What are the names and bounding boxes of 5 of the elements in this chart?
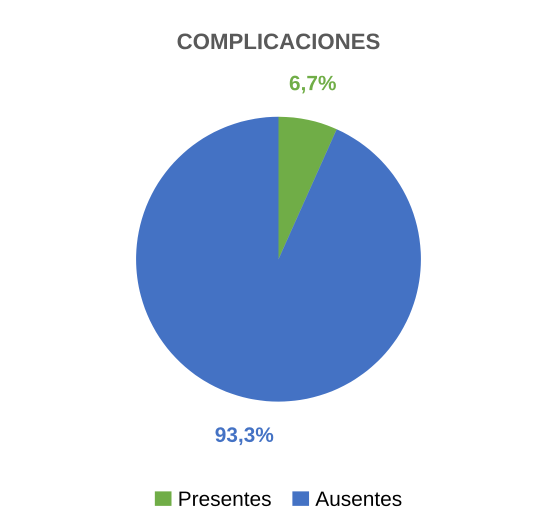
legend-label: Ausentes (315, 492, 402, 506)
chart-title: COMPLICACIONES (178, 34, 380, 50)
data-label: 6,7% (290, 76, 336, 94)
data-label: 93,3% (215, 427, 274, 446)
legend-label: Presentes (179, 492, 271, 506)
